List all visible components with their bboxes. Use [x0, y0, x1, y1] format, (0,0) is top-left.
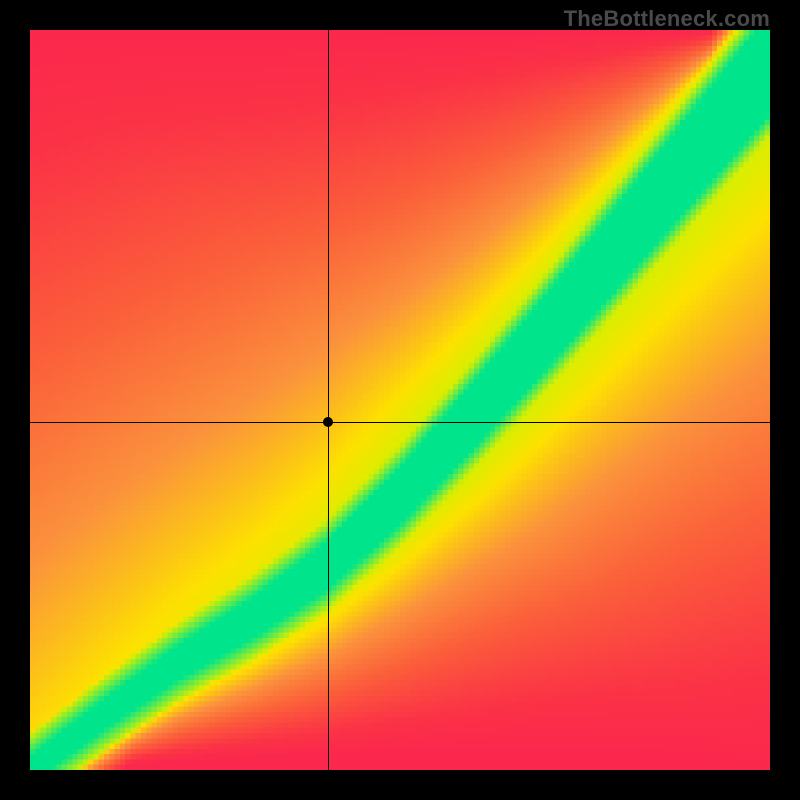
heatmap-plot	[30, 30, 770, 770]
crosshair-vertical	[328, 30, 329, 770]
chart-frame: TheBottleneck.com	[0, 0, 800, 800]
crosshair-horizontal	[30, 422, 770, 423]
watermark-text: TheBottleneck.com	[564, 6, 770, 32]
heatmap-canvas	[30, 30, 770, 770]
